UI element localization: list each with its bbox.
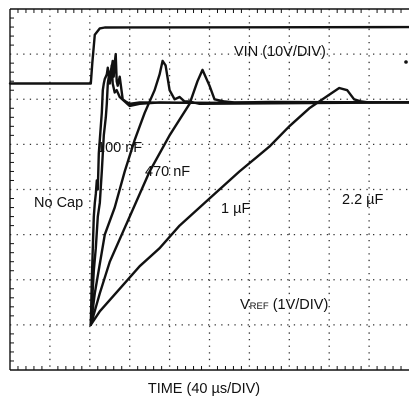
marker-dot [404,60,408,64]
trace-no-cap [89,64,409,327]
x-axis-label: TIME (40 µs/DIV) [148,381,260,397]
trace-2-2-f [89,86,409,327]
label-2-2uf: 2.2 µF [342,192,384,208]
label-no-cap: No Cap [34,195,83,211]
label-470nf: 470 nF [145,164,190,180]
label-100nf: 100 nF [97,140,142,156]
vref-label: VREF (1V/DIV) [240,297,328,313]
grid [9,8,409,371]
vref-scale: (1V/DIV) [269,297,329,313]
label-1uf: 1 µF [221,201,250,217]
vin-label: VIN (10V/DIV) [234,44,326,60]
vref-v: V [240,297,250,313]
trace-470-nf [89,59,409,327]
trace-1-f [89,68,409,327]
traces [8,25,409,327]
trace-vin-10v-div [8,25,409,85]
trace-100-nf [89,52,409,327]
vref-subscript: REF [250,301,269,312]
